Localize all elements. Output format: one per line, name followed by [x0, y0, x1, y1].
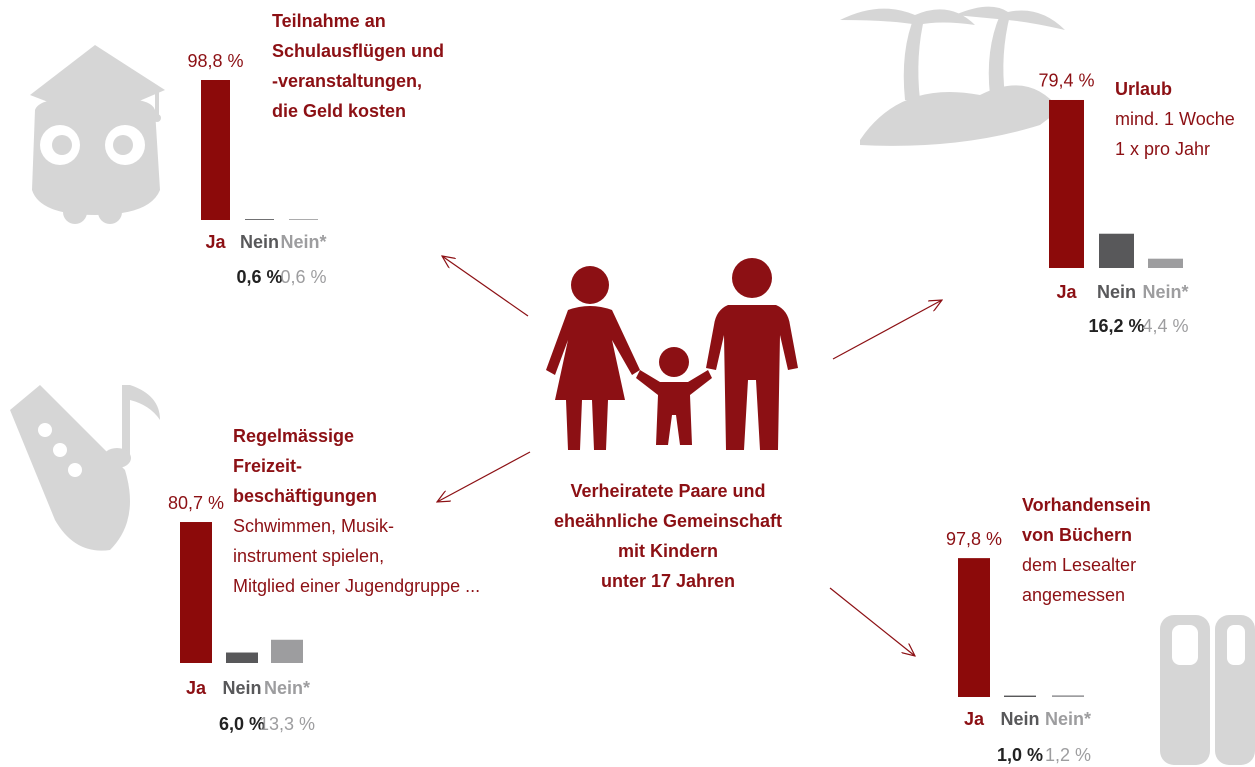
center-label: mit Kindern — [618, 541, 718, 561]
chart-subtitle: mind. 1 Woche — [1115, 109, 1235, 129]
arrow — [830, 588, 915, 656]
arrow — [442, 256, 528, 316]
category-label: Nein* — [280, 232, 326, 252]
chart-title: Vorhandensein — [1022, 495, 1151, 515]
value-label: 97,8 % — [946, 529, 1002, 549]
category-label: Nein — [1000, 709, 1039, 729]
bar — [1148, 259, 1183, 268]
chart-title: Urlaub — [1115, 79, 1172, 99]
value-label: 0,6 % — [280, 267, 326, 287]
center-label: eheähnliche Gemeinschaft — [554, 511, 782, 531]
palm-icon — [840, 7, 1065, 146]
value-label: 98,8 % — [187, 51, 243, 71]
chart-title: Regelmässige — [233, 426, 354, 446]
value-label: 1,2 % — [1045, 745, 1091, 765]
family-icon — [546, 258, 798, 450]
category-label: Ja — [205, 232, 226, 252]
chart-title: Schulausflügen und — [272, 41, 444, 61]
arrow — [437, 452, 530, 502]
chart-title: beschäftigungen — [233, 486, 377, 506]
bar — [1052, 695, 1084, 697]
bar — [958, 558, 990, 697]
chart-title: Teilnahme an — [272, 11, 386, 31]
infographic: Verheiratete Paare und eheähnliche Gemei… — [0, 0, 1255, 767]
value-label: 0,6 % — [236, 267, 282, 287]
arrow — [833, 300, 942, 359]
value-label: 1,0 % — [997, 745, 1043, 765]
value-label: 16,2 % — [1088, 316, 1144, 336]
category-label: Ja — [186, 678, 207, 698]
chart-title: die Geld kosten — [272, 101, 406, 121]
value-label: 13,3 % — [259, 714, 315, 734]
bar — [226, 653, 258, 663]
bar — [1004, 696, 1036, 697]
bar — [289, 219, 318, 220]
category-label: Nein — [222, 678, 261, 698]
chart-subtitle: instrument spielen, — [233, 546, 384, 566]
category-label: Nein* — [1142, 282, 1188, 302]
arrows — [437, 256, 942, 656]
category-label: Nein — [1097, 282, 1136, 302]
chart-subtitle: angemessen — [1022, 585, 1125, 605]
chart-subtitle: dem Lesealter — [1022, 555, 1136, 575]
bar — [245, 219, 274, 220]
value-label: 79,4 % — [1038, 71, 1094, 91]
bar — [180, 522, 212, 663]
center-label: Verheiratete Paare und — [570, 481, 765, 501]
center-label: unter 17 Jahren — [601, 571, 735, 591]
category-label: Ja — [964, 709, 985, 729]
category-label: Ja — [1056, 282, 1077, 302]
bar — [1099, 234, 1134, 268]
chart-title: Freizeit- — [233, 456, 302, 476]
chart-subtitle: 1 x pro Jahr — [1115, 139, 1210, 159]
category-label: Nein — [240, 232, 279, 252]
category-label: Nein* — [264, 678, 310, 698]
bar — [271, 640, 303, 663]
chart-subtitle: Schwimmen, Musik- — [233, 516, 394, 536]
category-label: Nein* — [1045, 709, 1091, 729]
chart-title: -veranstaltungen, — [272, 71, 422, 91]
bar — [1049, 100, 1084, 268]
value-label: 80,7 % — [168, 493, 224, 513]
value-label: 4,4 % — [1142, 316, 1188, 336]
clarinet-icon — [10, 385, 160, 551]
chart-title: von Büchern — [1022, 525, 1132, 545]
bar — [201, 80, 230, 220]
books-icon — [1160, 615, 1255, 765]
owl-icon — [30, 45, 165, 224]
chart-subtitle: Mitglied einer Jugendgruppe ... — [233, 576, 480, 596]
